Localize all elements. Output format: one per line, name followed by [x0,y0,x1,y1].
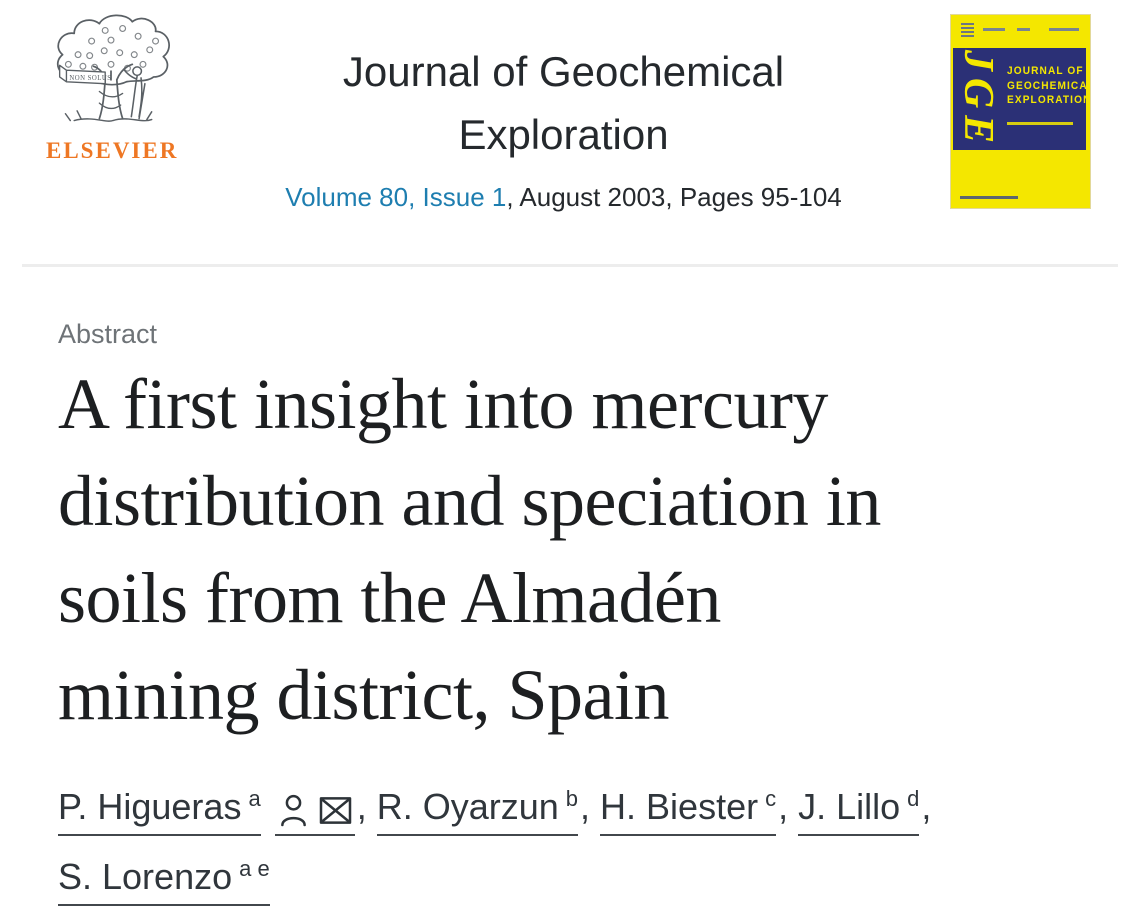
author-row-2: S. Lorenzo a e [58,856,1100,906]
author-link-oyarzun[interactable]: R. Oyarzun b [376,786,579,836]
author-affiliation-sup: a e [239,856,270,881]
author-name: P. Higueras [58,786,242,827]
author-link-biester[interactable]: H. Biester c [600,786,777,836]
article-title: A first insight into mercury distributio… [58,356,1100,744]
corresponding-author-icons[interactable] [274,793,355,836]
volume-issue-link[interactable]: Volume 80, Issue 1 [285,182,507,212]
author-name: H. Biester [600,786,759,827]
cover-spine-initials: JGE [955,49,1001,150]
author-list: P. Higueras a, R. Oyarzun b, H. Biester c, J. … [58,786,1100,906]
cover-title-line3: EXPLORATION [1007,94,1086,106]
article-title-line4: mining district, Spain [58,655,669,735]
author-separator: , [921,786,932,827]
citation-line: Volume 80, Issue 1, August 2003, Pages 9… [176,182,951,213]
author-affiliation-sup: b [565,786,579,811]
journal-title-line1: Journal of Geochemical [342,48,785,95]
elsevier-tree-icon: NON SOLUS [56,14,170,122]
cover-title-line2: GEOCHEMICAL [1007,79,1086,92]
cover-bottom-microtext [960,196,1018,199]
envelope-icon [319,797,351,824]
author-separator: , [778,786,789,827]
citation-rest: , August 2003, Pages 95-104 [506,182,842,212]
cover-emblem-icon [961,23,974,39]
author-affiliation-sup: a [248,786,261,811]
author-separator: , [356,786,367,827]
elsevier-wordmark: ELSEVIER [46,138,179,163]
author-affiliation-sup: d [907,786,920,811]
cover-subtitle-microtext [1007,122,1073,125]
author-affiliation-sup: c [765,786,777,811]
cover-microtext-center [1017,28,1030,31]
cover-microtext-left [983,28,1005,31]
cover-title-line1: JOURNAL OF [1007,65,1084,77]
journal-banner: NON SOLUS ELSEVIER Journal of Geochemica… [0,0,1140,212]
cover-navy-panel: JGE JOURNAL OF GEOCHEMICAL EXPLORATION [953,48,1086,150]
author-name: R. Oyarzun [376,786,559,827]
author-name: S. Lorenzo [58,856,233,897]
header-divider [22,264,1118,267]
journal-title-link[interactable]: Journal of Geochemical Exploration [176,40,951,166]
abstract-label: Abstract [58,319,158,349]
author-link-higueras[interactable]: P. Higueras a [58,786,261,836]
journal-meta: Journal of Geochemical Exploration Volum… [176,12,951,213]
person-icon [280,794,306,827]
cover-journal-title: JOURNAL OF GEOCHEMICAL EXPLORATION [1007,64,1086,108]
author-link-lillo[interactable]: J. Lillo d [798,786,920,836]
non-solus-banner-text: NON SOLUS [69,75,111,82]
elsevier-logo[interactable]: NON SOLUS ELSEVIER [46,14,176,164]
cover-microtext-right [1049,28,1079,31]
author-separator: , [580,786,591,827]
article-head: Abstract A first insight into mercury di… [0,319,1140,906]
article-title-line2: distribution and speciation in [58,461,881,541]
author-link-lorenzo[interactable]: S. Lorenzo a e [58,856,270,906]
journal-title-line2: Exploration [458,111,669,158]
author-name: J. Lillo [798,786,901,827]
author-row-1: P. Higueras a, R. Oyarzun b, H. Biester c, J. … [58,786,1100,836]
article-title-line1: A first insight into mercury [58,364,828,444]
journal-cover-thumbnail[interactable]: JGE JOURNAL OF GEOCHEMICAL EXPLORATION [950,14,1091,209]
article-title-line3: soils from the Almadén [58,558,721,638]
